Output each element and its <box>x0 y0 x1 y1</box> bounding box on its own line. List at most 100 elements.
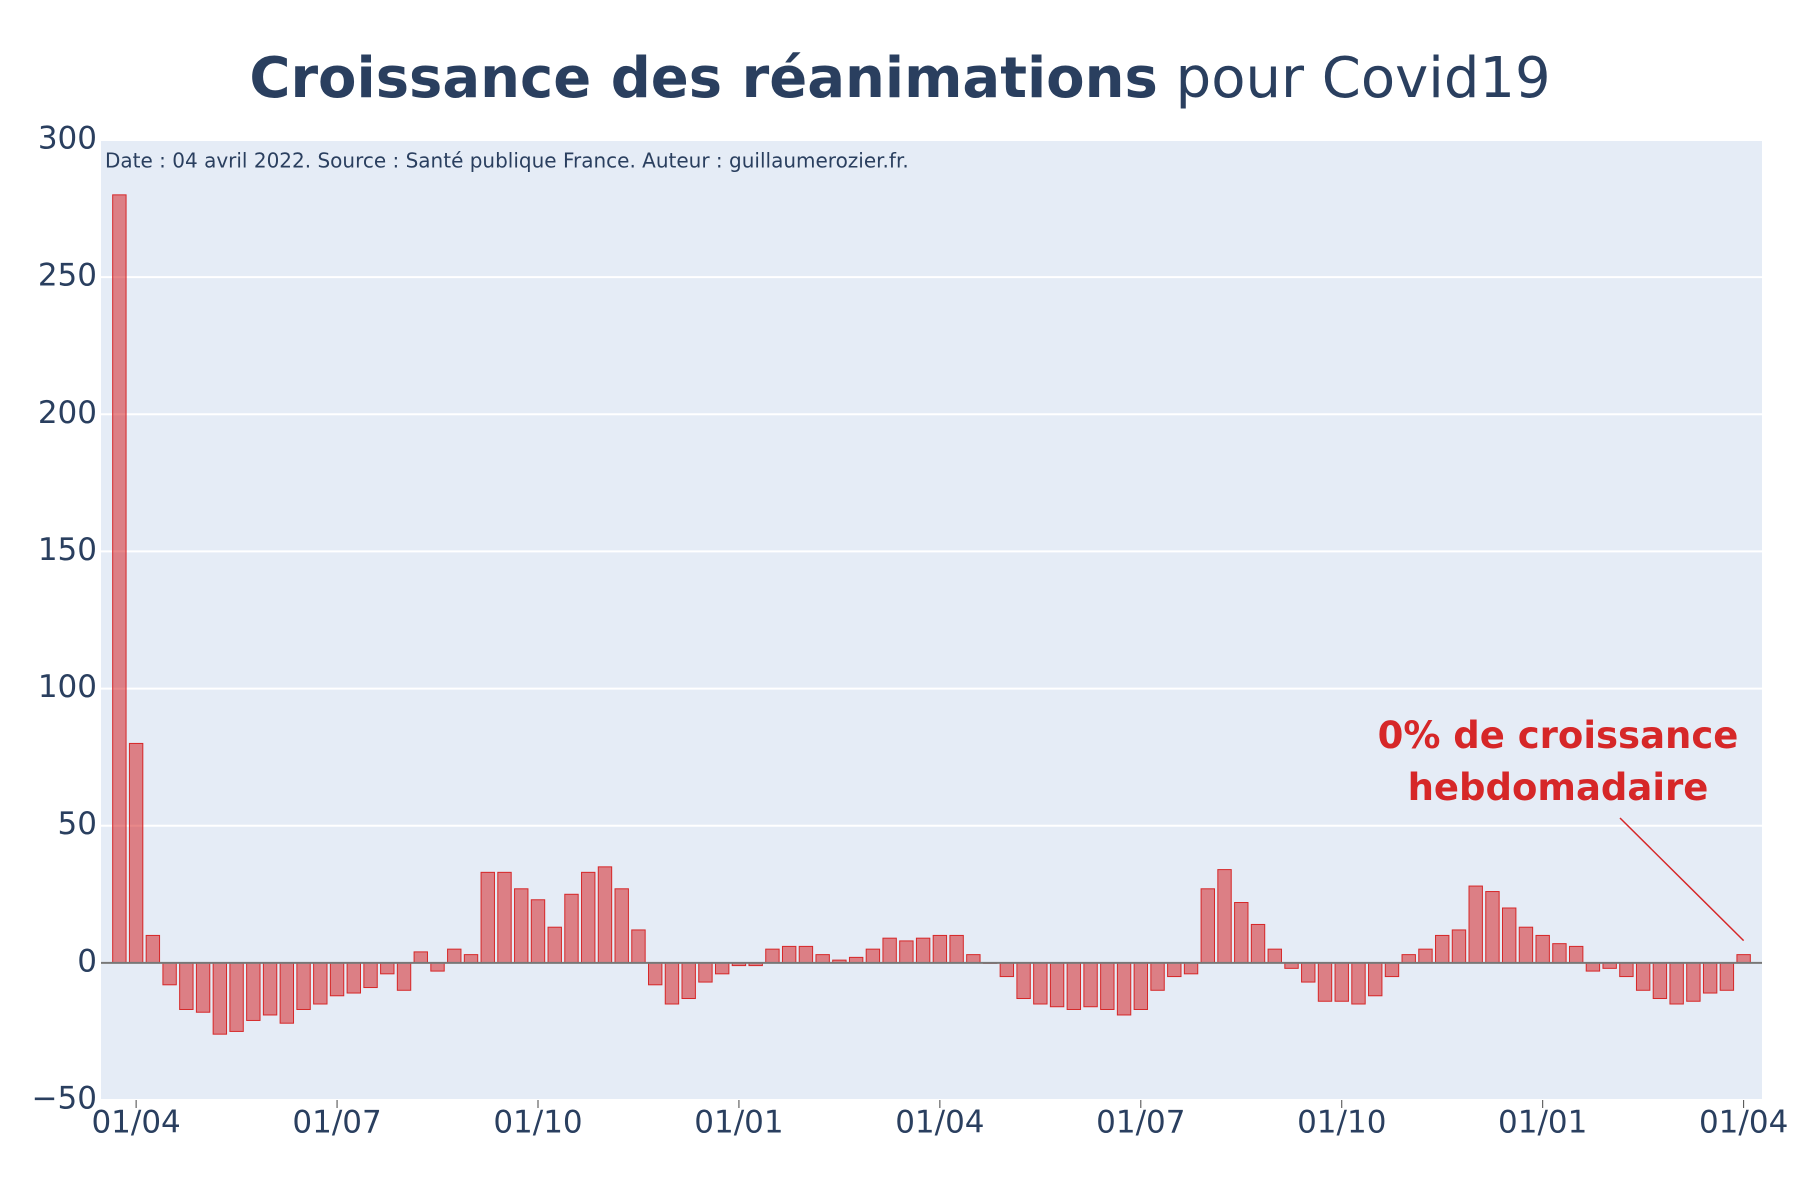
bar <box>1334 962 1349 1002</box>
bar <box>815 954 830 964</box>
bar <box>1116 962 1132 1016</box>
x-tick-label: 01/04 <box>91 1105 180 1141</box>
chart-title: Croissance des réanimations pour Covid19 <box>249 46 1550 111</box>
bar <box>1234 902 1249 964</box>
annotation-arrow <box>1619 817 1745 942</box>
bar <box>1351 962 1366 1005</box>
bar <box>1535 934 1550 964</box>
bar <box>463 954 479 964</box>
bar <box>581 871 596 964</box>
bar <box>714 962 730 975</box>
bar <box>882 937 897 964</box>
bar <box>698 962 713 983</box>
annotation: 0% de croissance hebdomadaire <box>1378 714 1739 809</box>
bar <box>1100 962 1115 1010</box>
bar <box>1150 962 1165 991</box>
bar <box>329 962 345 997</box>
y-tick-label: −50 <box>32 1081 97 1117</box>
bar <box>648 962 663 986</box>
bar <box>1435 934 1450 964</box>
bar <box>1736 954 1751 964</box>
bar <box>865 948 881 964</box>
bar <box>212 962 228 1035</box>
bar <box>229 962 244 1032</box>
bar <box>1585 962 1601 972</box>
x-tick-label: 01/04 <box>1699 1105 1788 1141</box>
bar <box>664 962 680 1005</box>
bar <box>949 934 964 964</box>
y-tick-label: 250 <box>38 258 97 294</box>
bar <box>1049 962 1065 1008</box>
bar <box>1317 962 1333 1002</box>
bar <box>765 948 780 964</box>
annotation-line: 0% de croissance <box>1378 714 1739 757</box>
bar <box>1033 962 1048 1005</box>
title-bold: Croissance des réanimations <box>249 46 1158 111</box>
y-tick-label: 150 <box>38 532 97 568</box>
y-tick-label: 300 <box>38 121 97 157</box>
plot-background <box>101 140 1762 1100</box>
bar <box>1635 962 1651 991</box>
bar <box>112 194 127 964</box>
bar <box>162 962 177 986</box>
bar <box>1502 907 1517 964</box>
x-tick-label: 01/07 <box>292 1105 381 1141</box>
bar <box>195 962 211 1013</box>
bar <box>915 937 931 964</box>
bar <box>1485 891 1500 964</box>
bar <box>781 945 797 964</box>
bar <box>1200 888 1215 964</box>
bar <box>1016 962 1031 1000</box>
bar <box>1267 948 1282 964</box>
bar <box>1368 962 1383 997</box>
bar <box>380 962 395 975</box>
bar <box>1669 962 1684 1005</box>
x-tick-label: 01/01 <box>694 1105 783 1141</box>
x-tick-label: 01/10 <box>493 1105 582 1141</box>
bar <box>1384 962 1400 978</box>
bar <box>547 926 562 964</box>
bar <box>1301 962 1316 983</box>
bar <box>1451 929 1467 964</box>
bar <box>597 866 613 964</box>
bar <box>1133 962 1149 1010</box>
bar <box>681 962 696 1000</box>
bar <box>346 962 361 994</box>
bar <box>614 888 629 964</box>
bar <box>1418 948 1433 964</box>
bar <box>296 962 311 1010</box>
bar <box>145 934 161 964</box>
bar <box>1552 943 1567 964</box>
bar <box>1652 962 1668 1000</box>
y-tick-label: 100 <box>38 669 97 705</box>
x-tick-label: 01/01 <box>1498 1105 1587 1141</box>
bar <box>1183 962 1199 975</box>
bar <box>363 962 378 989</box>
bar <box>1568 945 1584 964</box>
x-tick-label: 01/10 <box>1297 1105 1386 1141</box>
bar <box>179 962 194 1010</box>
bar <box>262 962 278 1016</box>
bar <box>1468 885 1483 964</box>
bar <box>430 962 445 972</box>
bar <box>1518 926 1534 964</box>
bar <box>564 893 579 964</box>
y-tick-label: 200 <box>38 395 97 431</box>
bar <box>246 962 261 1021</box>
bar <box>1217 869 1232 964</box>
bar <box>1401 954 1416 964</box>
bar <box>1719 962 1735 991</box>
bar <box>279 962 295 1024</box>
bar <box>514 888 529 964</box>
bar <box>999 962 1015 978</box>
bar <box>447 948 462 964</box>
bar <box>1066 962 1082 1010</box>
bar <box>1619 962 1634 978</box>
bar <box>966 954 981 964</box>
annotation-line: hebdomadaire <box>1408 766 1709 809</box>
bar <box>798 945 814 964</box>
bar <box>530 899 546 964</box>
y-tick-label: 50 <box>58 806 97 842</box>
bar <box>1083 962 1098 1008</box>
